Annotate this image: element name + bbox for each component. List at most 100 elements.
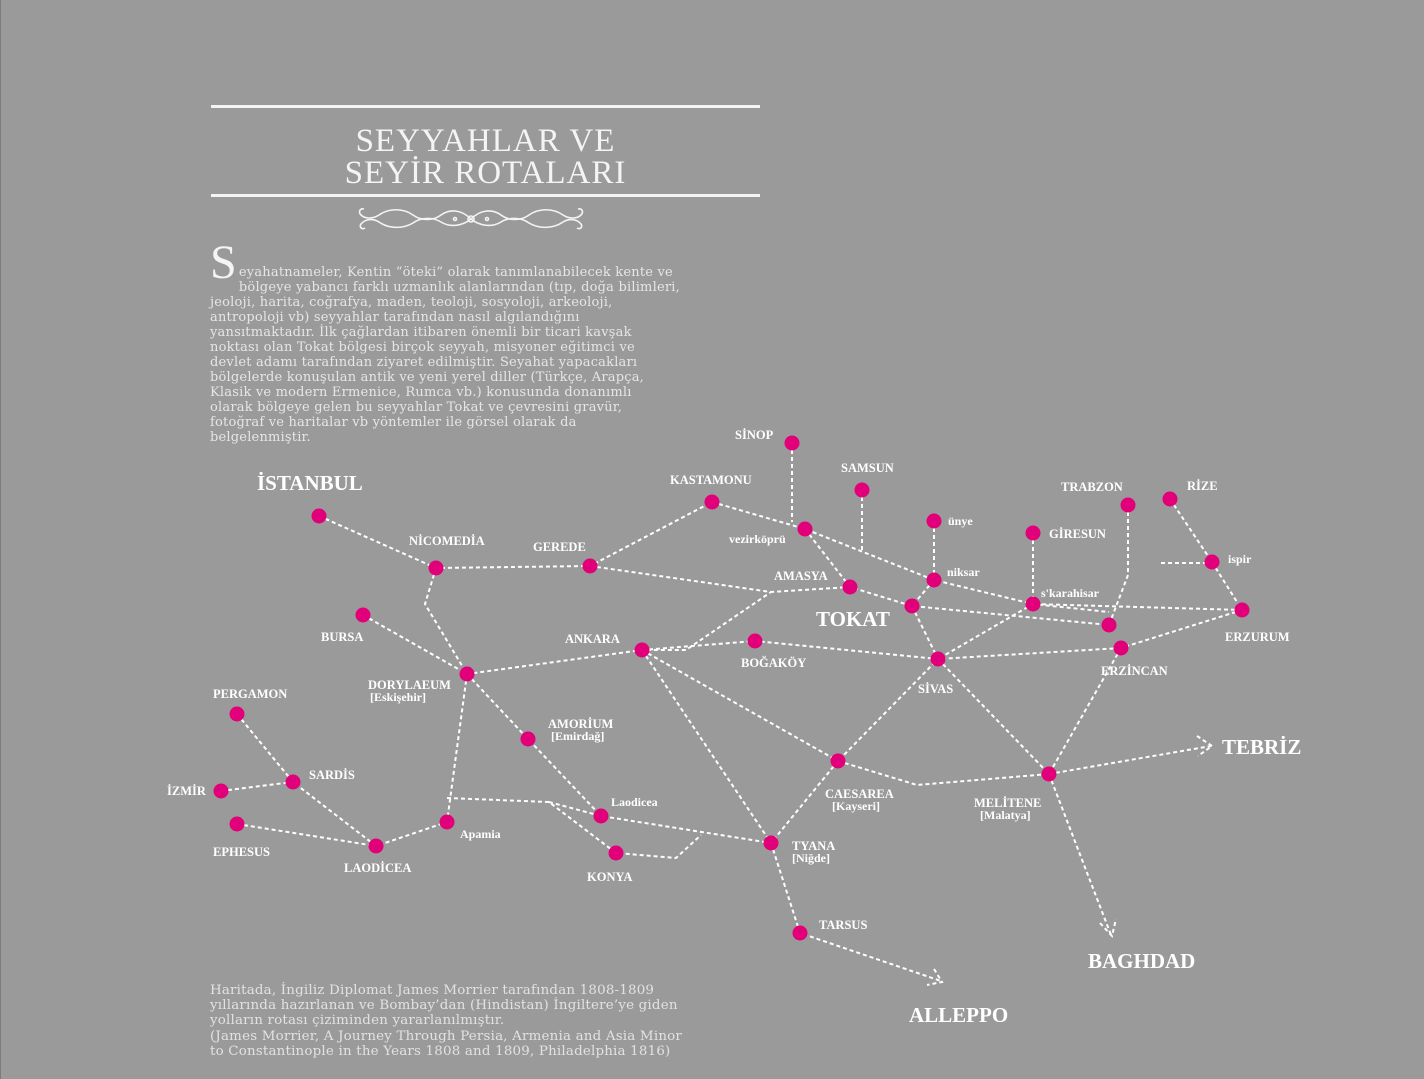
label-laodicea: LAODİCEA <box>344 861 411 875</box>
city-dot-konya <box>608 845 624 861</box>
footnote-line: Haritada, İngiliz Diplomat James Morrier… <box>210 983 655 998</box>
label-baghdad: BAGHDAD <box>1088 949 1195 973</box>
arrow-tebriz-icon <box>1196 735 1214 757</box>
label-pergamon: PERGAMON <box>213 687 287 701</box>
arrow-alleppo-icon <box>926 968 944 986</box>
label-amorium: AMORİUM <box>548 717 613 731</box>
label-erzurum: ERZURUM <box>1225 630 1290 644</box>
city-dot-erzincan <box>1113 640 1129 656</box>
label-melitene: MELİTENE <box>974 796 1041 810</box>
footnote-line: yıllarında hazırlanan ve Bombay’dan (Hin… <box>210 998 678 1014</box>
city-dot-ankara <box>634 642 650 658</box>
source-footnote: Haritada, İngiliz Diplomat James Morrier… <box>210 983 770 1059</box>
city-dot-ephesus <box>229 816 245 832</box>
intro-line: belgelenmiştir. <box>210 430 311 445</box>
label-vezirkopru: vezirköprü <box>729 532 786 546</box>
label-gerede: GEREDE <box>533 540 586 554</box>
label-trabzon: TRABZON <box>1061 480 1123 494</box>
label-kastamonu: KASTAMONU <box>670 473 752 487</box>
title-bottom-rule <box>211 194 760 197</box>
city-dot-melitene <box>1041 766 1057 782</box>
city-dot-apamia <box>439 814 455 830</box>
city-dot-karahisar-east <box>1101 617 1117 633</box>
city-dot-amasya <box>842 579 858 595</box>
city-dot-samsun <box>854 482 870 498</box>
city-dot-pergamon <box>229 706 245 722</box>
city-dot-trabzon <box>1120 497 1136 513</box>
intro-line: olarak bölgeye gelen bu seyyahlar Tokat … <box>210 400 623 415</box>
city-dots <box>213 435 1250 941</box>
city-dot-sivas <box>930 651 946 667</box>
city-dot-gerede <box>582 558 598 574</box>
city-dot-izmir <box>213 783 229 799</box>
intro-paragraph: S eyahatnameler, Kentin “öteki” olarak t… <box>210 239 755 446</box>
label-ispir: ispir <box>1228 552 1252 566</box>
city-dot-caesarea <box>830 753 846 769</box>
city-dot-laodicea-small <box>593 808 609 824</box>
city-dot-bogakoy <box>747 633 763 649</box>
label-tebriz: TEBRİZ <box>1222 735 1301 759</box>
label-dorylaeum-sub: [Eskişehir] <box>370 690 426 704</box>
footnote-line: yolların rotası çiziminden yararlanılmış… <box>210 1013 505 1029</box>
label-alleppo: ALLEPPO <box>909 1003 1008 1027</box>
footnote-line: (James Morrier, A Journey Through Persia… <box>210 1028 683 1044</box>
label-samsun: SAMSUN <box>841 461 894 475</box>
label-caesarea: CAESAREA <box>825 787 894 801</box>
label-rize: RİZE <box>1187 479 1218 493</box>
city-dot-bursa <box>355 607 371 623</box>
label-erzincan: ERZİNCAN <box>1101 664 1168 678</box>
city-dot-tyana <box>763 835 779 851</box>
city-dot-karahisar <box>1025 596 1041 612</box>
label-tokat: TOKAT <box>816 607 890 631</box>
label-caesarea-sub: [Kayseri] <box>832 799 880 813</box>
intro-line: bölgeye yabancı farklı uzmanlık alanları… <box>238 280 680 295</box>
city-dot-unye <box>926 513 942 529</box>
intro-line: jeoloji, harita, coğrafya, maden, teoloj… <box>210 295 613 310</box>
label-giresun: GİRESUN <box>1049 527 1106 541</box>
label-karahisar: s'karahisar <box>1041 586 1100 600</box>
place-labels: İSTANBUL NİCOMEDİA GEREDE KASTAMONU SİNO… <box>167 428 1301 1027</box>
intro-line: antropoloji vb) seyyahlar tarafından nas… <box>210 310 580 325</box>
footnote-line: to Constantinople in the Years 1808 and … <box>210 1043 671 1059</box>
city-dot-giresun <box>1025 525 1041 541</box>
label-sivas: SİVAS <box>918 682 953 696</box>
label-laodicea-small: Laodicea <box>611 795 658 809</box>
label-sardis: SARDİS <box>309 768 355 782</box>
label-apamia: Apamia <box>460 827 501 841</box>
city-dot-erzurum <box>1234 602 1250 618</box>
intro-line: fotoğraf ve haritalar vb yöntemler ile g… <box>210 415 577 430</box>
label-amasya: AMASYA <box>774 569 828 583</box>
city-dot-laodicea <box>368 838 384 854</box>
city-dot-vezirkopru <box>797 521 813 537</box>
route-lines <box>220 443 1244 982</box>
label-konya: KONYA <box>587 870 632 884</box>
label-ankara: ANKARA <box>565 632 620 646</box>
label-istanbul: İSTANBUL <box>257 471 363 495</box>
city-dot-tarsus <box>792 925 808 941</box>
route-arrows <box>926 735 1214 986</box>
label-sinop: SİNOP <box>735 428 774 442</box>
label-dorylaeum: DORYLAEUM <box>368 678 451 692</box>
label-bogakoy: BOĞAKÖY <box>741 656 806 670</box>
intro-line: noktası olan Tokat bölgesi birçok seyyah… <box>210 340 635 355</box>
city-dot-tokat <box>904 598 920 614</box>
label-unye: ünye <box>948 514 973 528</box>
city-dot-ispir <box>1204 554 1220 570</box>
city-dot-amorium <box>520 731 536 747</box>
label-tyana: TYANA <box>792 839 835 853</box>
city-dot-sinop <box>784 435 800 451</box>
label-izmir: İZMİR <box>167 784 207 798</box>
city-dot-niksar <box>926 572 942 588</box>
city-dot-sardis <box>285 774 301 790</box>
city-dot-istanbul <box>311 508 327 524</box>
title-top-rule <box>211 105 760 108</box>
intro-line: eyahatnameler, Kentin “öteki” olarak tan… <box>238 265 673 280</box>
intro-line: bölgelerde konuşulan antik ve yeni yerel… <box>210 370 644 385</box>
intro-line: yansıtmaktadır. İlk çağlardan itibaren ö… <box>210 325 632 340</box>
label-amorium-sub: [Emirdağ] <box>551 729 604 743</box>
label-melitene-sub: [Malatya] <box>980 808 1031 822</box>
intro-line: devlet adamı tarafından ziyaret edilmişt… <box>210 355 638 370</box>
city-dot-kastamonu <box>704 494 720 510</box>
